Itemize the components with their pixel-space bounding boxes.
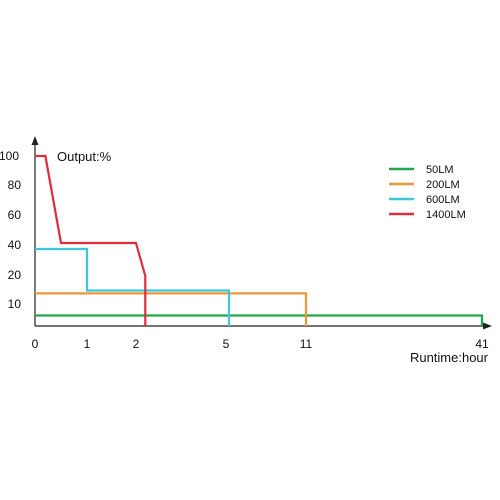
x-axis-title: Runtime:hour (410, 350, 489, 365)
y-axis-arrow-icon (31, 136, 39, 145)
x-tick-label: 41 (475, 337, 489, 351)
series-line-50lm (35, 314, 484, 326)
legend-label: 600LM (426, 194, 460, 206)
legend-label: 200LM (426, 179, 460, 191)
x-tick-label: 5 (223, 337, 230, 351)
legend-label: 50LM (426, 164, 454, 176)
y-tick-label: 20 (8, 268, 22, 282)
x-tick-labels: 0 1 2 5 11 41 (32, 337, 489, 351)
series-line-200lm (35, 292, 308, 326)
series-line-600lm (35, 247, 231, 326)
x-tick-label: 11 (300, 337, 313, 351)
y-tick-label: 40 (8, 238, 22, 252)
x-axis-arrow-icon (483, 322, 492, 330)
legend-item: 1400LM (389, 209, 466, 221)
y-tick-labels: 100 80 60 40 20 10 (0, 149, 21, 311)
x-tick-label: 2 (133, 337, 140, 351)
x-tick-label: 0 (32, 337, 39, 351)
series-line-1400lm (35, 154, 147, 326)
y-tick-label: 100 (0, 149, 19, 163)
series-lines (35, 154, 484, 326)
legend: 50LM 200LM 600LM 1400LM (389, 164, 466, 221)
y-tick-label: 60 (8, 208, 22, 222)
legend-item: 600LM (389, 194, 460, 206)
y-tick-label: 80 (8, 178, 22, 192)
y-axis-title: Output:% (57, 149, 112, 164)
y-tick-label: 10 (8, 297, 22, 311)
legend-item: 200LM (389, 179, 460, 191)
x-tick-label: 1 (84, 337, 91, 351)
legend-label: 1400LM (426, 209, 466, 221)
legend-item: 50LM (389, 164, 454, 176)
axes (31, 136, 492, 330)
